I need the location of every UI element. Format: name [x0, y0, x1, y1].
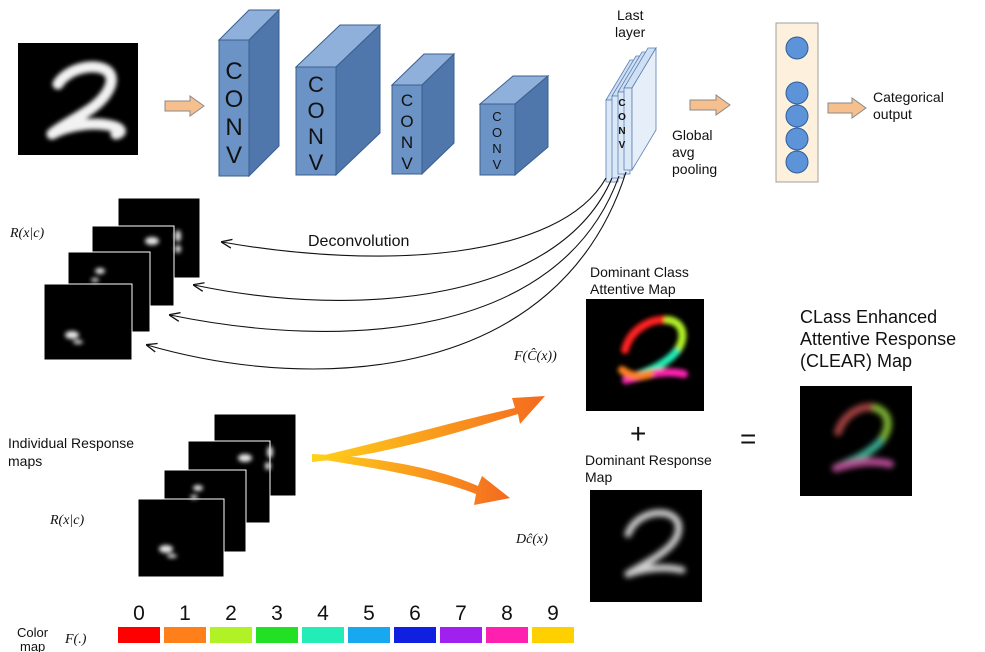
conv-block-3: C O N V	[390, 52, 456, 176]
dominant-response-label-1: Dominant Response	[585, 452, 712, 468]
conv1-letter-n: N	[225, 114, 242, 141]
color-map-digit-0: 0	[133, 602, 145, 625]
pooling-arrow	[689, 94, 731, 116]
color-map-swatch-9	[532, 627, 574, 643]
conv-block-4: C O N V	[478, 74, 550, 177]
input-digit-image	[18, 43, 138, 155]
deconvolution-arrows	[147, 171, 627, 370]
r-x-c-label-top: R(x|c)	[9, 226, 44, 241]
conv2-letter-v: V	[309, 150, 324, 175]
conv2-letter-n: N	[308, 124, 324, 149]
color-map-swatch-3	[256, 627, 298, 643]
color-map-swatch-1	[164, 627, 206, 643]
dominant-class-label-1: Dominant Class	[590, 264, 689, 280]
dominant-response-label-2: Map	[585, 469, 612, 485]
conv4-letter-c: C	[492, 109, 501, 124]
gap-label-2: avg	[672, 144, 695, 160]
output-neuron-3	[785, 104, 809, 128]
color-map-swatch-5	[348, 627, 390, 643]
output-arrow	[827, 97, 867, 119]
dominant-class-attentive-map	[586, 299, 704, 411]
response-map-stack-top	[43, 197, 201, 361]
color-map-digit-7: 7	[455, 602, 467, 625]
color-map-swatch-2	[210, 627, 252, 643]
last-layer-label-1: Last	[617, 7, 644, 23]
output-neuron-4	[785, 127, 809, 151]
color-map-digit-2: 2	[225, 602, 237, 625]
clear-map	[800, 386, 912, 496]
conv1-letter-c: C	[225, 58, 242, 85]
color-map-swatch-4	[302, 627, 344, 643]
color-map-swatch-6	[394, 627, 436, 643]
color-map-digit-9: 9	[547, 602, 559, 625]
output-neuron-1	[785, 36, 809, 60]
color-map-legend: 0 1 2 3 4 5 6 7 8 9	[118, 602, 574, 643]
conv-block-1: C O N V	[217, 8, 281, 178]
color-map-digit-3: 3	[271, 602, 283, 625]
last-conv-letter-c: C	[618, 98, 625, 109]
r-x-c-label-bottom: R(x|c)	[49, 513, 84, 528]
color-map-swatch-7	[440, 627, 482, 643]
d-c-hat-label: Dĉ(x)	[515, 532, 548, 547]
color-map-label-2: map	[20, 639, 45, 652]
output-neuron-5	[785, 150, 809, 174]
equals-sign: =	[740, 423, 756, 454]
color-map-label-1: Color	[17, 625, 49, 640]
output-neuron-panel	[775, 22, 819, 183]
last-conv-letter-n: N	[618, 126, 625, 137]
color-map-swatch-0	[118, 627, 160, 643]
conv2-letter-c: C	[308, 72, 324, 97]
output-neuron-2	[785, 81, 809, 105]
conv-block-2: C O N V	[294, 23, 382, 177]
conv3-letter-n: N	[401, 133, 413, 152]
conv1-letter-o: O	[225, 86, 244, 113]
categorical-label-1: Categorical	[873, 89, 944, 105]
last-layer-label-2: layer	[615, 24, 646, 40]
categorical-label-2: output	[873, 106, 912, 122]
individual-response-label-1: Individual Response	[8, 435, 134, 451]
color-map-swatch-8	[486, 627, 528, 643]
last-conv-letter-v: V	[619, 140, 626, 151]
color-map-digit-5: 5	[363, 602, 375, 625]
conv2-letter-o: O	[307, 98, 324, 123]
conv4-letter-n: N	[492, 141, 501, 156]
clear-label-1: CLass Enhanced	[800, 307, 937, 327]
dominant-response-map	[590, 490, 702, 602]
clear-label-3: (CLEAR) Map	[800, 351, 912, 371]
conv4-letter-o: O	[492, 125, 502, 140]
response-map-stack-bottom	[137, 413, 297, 578]
color-map-digit-8: 8	[501, 602, 513, 625]
plus-sign: +	[630, 418, 646, 449]
deconvolution-label: Deconvolution	[308, 233, 409, 250]
conv3-letter-v: V	[401, 154, 413, 173]
color-map-digit-1: 1	[179, 602, 191, 625]
last-conv-letter-o: O	[618, 112, 626, 123]
f-dot-label: F(.)	[64, 632, 87, 647]
individual-response-label-2: maps	[8, 453, 42, 469]
clear-label-2: Attentive Response	[800, 329, 956, 349]
conv3-letter-c: C	[401, 91, 413, 110]
fan-arrows	[312, 396, 545, 505]
conv4-letter-v: V	[493, 157, 502, 172]
f-c-hat-label: F(Ĉ(x))	[513, 347, 557, 364]
gap-label-3: pooling	[672, 161, 717, 177]
gap-label-1: Global	[672, 127, 712, 143]
conv3-letter-o: O	[400, 112, 413, 131]
color-map-digit-4: 4	[317, 602, 329, 625]
input-arrow	[164, 95, 205, 117]
dominant-class-label-2: Attentive Map	[590, 281, 676, 297]
conv1-letter-v: V	[226, 142, 242, 169]
color-map-digit-6: 6	[409, 602, 421, 625]
last-layer-stack: C O N V	[605, 46, 657, 183]
